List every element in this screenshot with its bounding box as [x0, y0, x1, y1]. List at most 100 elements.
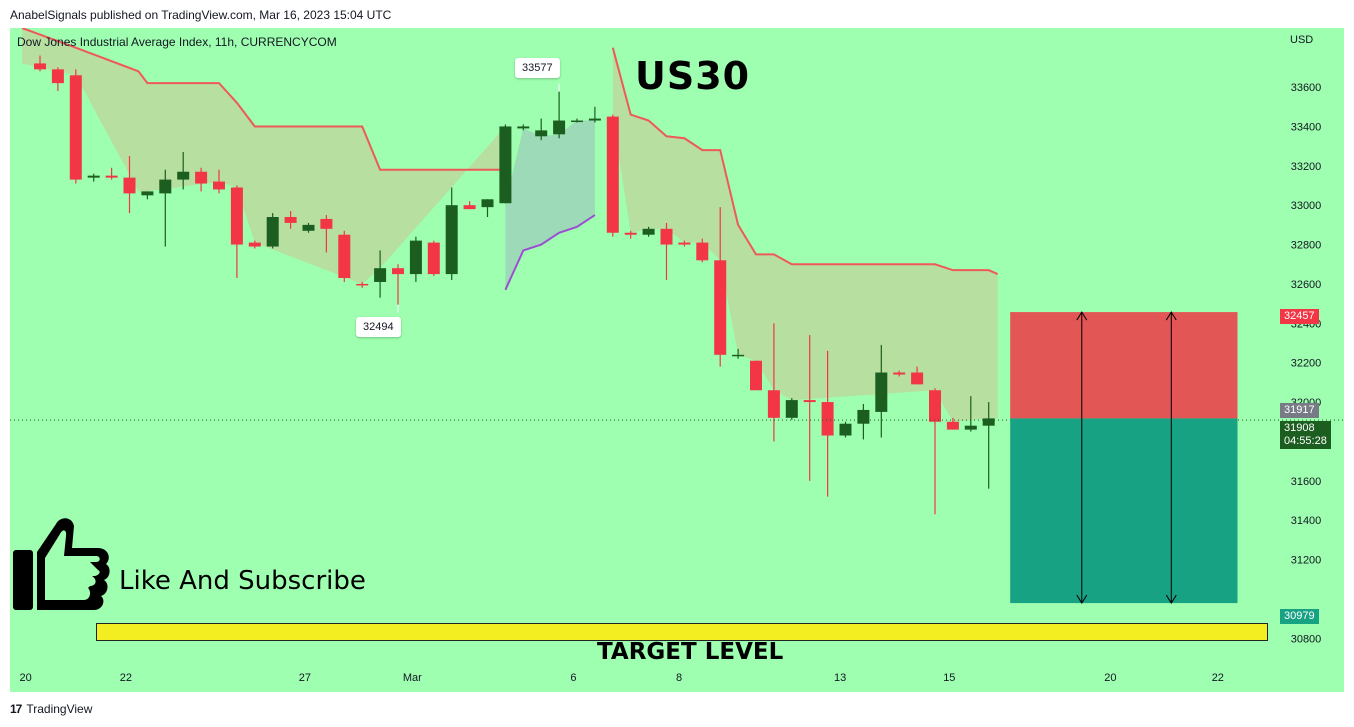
- stop-price-tag: 32457: [1280, 309, 1319, 324]
- candle-body: [499, 126, 512, 204]
- supertrend-line-2: [611, 47, 999, 276]
- x-tick-label: 6: [570, 672, 576, 684]
- candle-body: [51, 69, 64, 84]
- currency-label: USD: [1290, 34, 1314, 46]
- candle-body: [857, 409, 870, 424]
- x-tick-label: 22: [1212, 672, 1224, 684]
- candle-body: [911, 372, 924, 385]
- reward-zone: [1010, 418, 1238, 604]
- x-tick-label: 13: [834, 672, 846, 684]
- candle-body: [481, 199, 494, 208]
- target-level-bar: [96, 623, 1268, 641]
- candle-body: [105, 175, 118, 178]
- supertrend-line-1: [504, 214, 596, 291]
- current-price-value: 31908: [1284, 422, 1315, 434]
- candle-body: [571, 120, 583, 123]
- candle-body: [141, 191, 154, 196]
- candle-body: [123, 177, 136, 194]
- candle-body: [839, 423, 852, 436]
- candle-body: [517, 126, 530, 129]
- y-tick-label: 30800: [1291, 633, 1322, 645]
- y-tick-label: 33400: [1291, 121, 1322, 133]
- candle-body: [821, 402, 834, 436]
- x-tick-label: Mar: [403, 672, 422, 684]
- y-tick-label: 32200: [1291, 358, 1322, 370]
- candle-body: [964, 425, 977, 430]
- candle-body: [230, 187, 243, 245]
- candle-body: [624, 232, 637, 235]
- candle-countdown: 04:55:28: [1284, 435, 1327, 447]
- candle-body: [785, 400, 798, 418]
- range-arrow-head-top: [1165, 311, 1177, 321]
- candle-body: [392, 268, 404, 275]
- y-tick-label: 32800: [1291, 240, 1322, 252]
- target-price-tag: 30979: [1280, 609, 1319, 624]
- candle-body: [266, 217, 279, 247]
- chart-canvas[interactable]: 3080031200314003160032000322003240032600…: [10, 28, 1344, 692]
- range-arrow-head-top: [1076, 311, 1088, 321]
- supertrend-fill-2: [612, 47, 998, 422]
- candle-body: [284, 217, 297, 223]
- candle-body: [159, 179, 172, 194]
- candle-body: [714, 260, 727, 355]
- candle-body: [606, 116, 619, 233]
- x-tick-label: 15: [943, 672, 955, 684]
- candle-body: [893, 372, 906, 375]
- y-tick-label: 33200: [1291, 161, 1322, 173]
- candle-body: [356, 283, 369, 286]
- candle-body: [588, 118, 601, 121]
- candle-body: [535, 130, 548, 137]
- x-tick-label: 22: [120, 672, 132, 684]
- entry-price-tag: 31917: [1280, 403, 1319, 418]
- x-tick-label: 8: [676, 672, 682, 684]
- candle-body: [553, 120, 566, 135]
- candle-body: [320, 218, 333, 229]
- y-tick-label: 33600: [1291, 82, 1322, 94]
- candle-body: [732, 354, 745, 357]
- x-tick-label: 27: [299, 672, 311, 684]
- x-tick-label: 20: [1104, 672, 1116, 684]
- low-label: 32494: [356, 317, 401, 337]
- candle-body: [34, 63, 46, 70]
- candle-body: [660, 228, 673, 245]
- candle-body: [427, 242, 440, 275]
- thumbs-up-icon: [13, 518, 110, 610]
- x-tick-label: 20: [20, 672, 32, 684]
- risk-zone: [1010, 312, 1238, 419]
- tradingview-logo-icon: 17: [10, 702, 22, 716]
- chart-title: Dow Jones Industrial Average Index, 11h,…: [17, 35, 337, 49]
- candle-body: [248, 242, 261, 247]
- candle-body: [213, 181, 225, 190]
- candle-body: [374, 268, 387, 282]
- candle-body: [929, 390, 941, 422]
- candle-body: [982, 418, 995, 426]
- candle-body: [946, 421, 959, 430]
- candle-body: [803, 400, 816, 403]
- publish-header: AnabelSignals published on TradingView.c…: [10, 8, 392, 22]
- candle-body: [177, 171, 190, 180]
- range-arrow-head-bottom: [1165, 594, 1177, 605]
- supertrend-fill-0: [22, 28, 506, 284]
- y-tick-label: 33000: [1291, 200, 1322, 212]
- candle-body: [409, 240, 422, 275]
- footer-brand: TradingView: [26, 702, 93, 716]
- candle-body: [69, 75, 82, 180]
- candle-body: [87, 175, 100, 178]
- candle-body: [195, 171, 208, 184]
- candle-body: [463, 205, 476, 210]
- candle-body: [750, 360, 762, 391]
- symbol-watermark: US30: [635, 54, 751, 98]
- y-tick-label: 31400: [1291, 515, 1322, 527]
- candle-body: [678, 242, 691, 245]
- candle-body: [767, 390, 780, 418]
- y-tick-label: 32600: [1291, 279, 1322, 291]
- candle-body: [338, 234, 351, 279]
- footer: 17 TradingView: [10, 702, 92, 716]
- candle-body: [445, 205, 458, 275]
- supertrend-fill-1: [505, 120, 595, 290]
- range-arrow-head-bottom: [1076, 594, 1088, 605]
- target-level-text: TARGET LEVEL: [597, 639, 784, 665]
- candle-body: [642, 228, 655, 235]
- y-tick-label: 31600: [1291, 476, 1322, 488]
- chart-area[interactable]: 3080031200314003160032000322003240032600…: [10, 28, 1344, 692]
